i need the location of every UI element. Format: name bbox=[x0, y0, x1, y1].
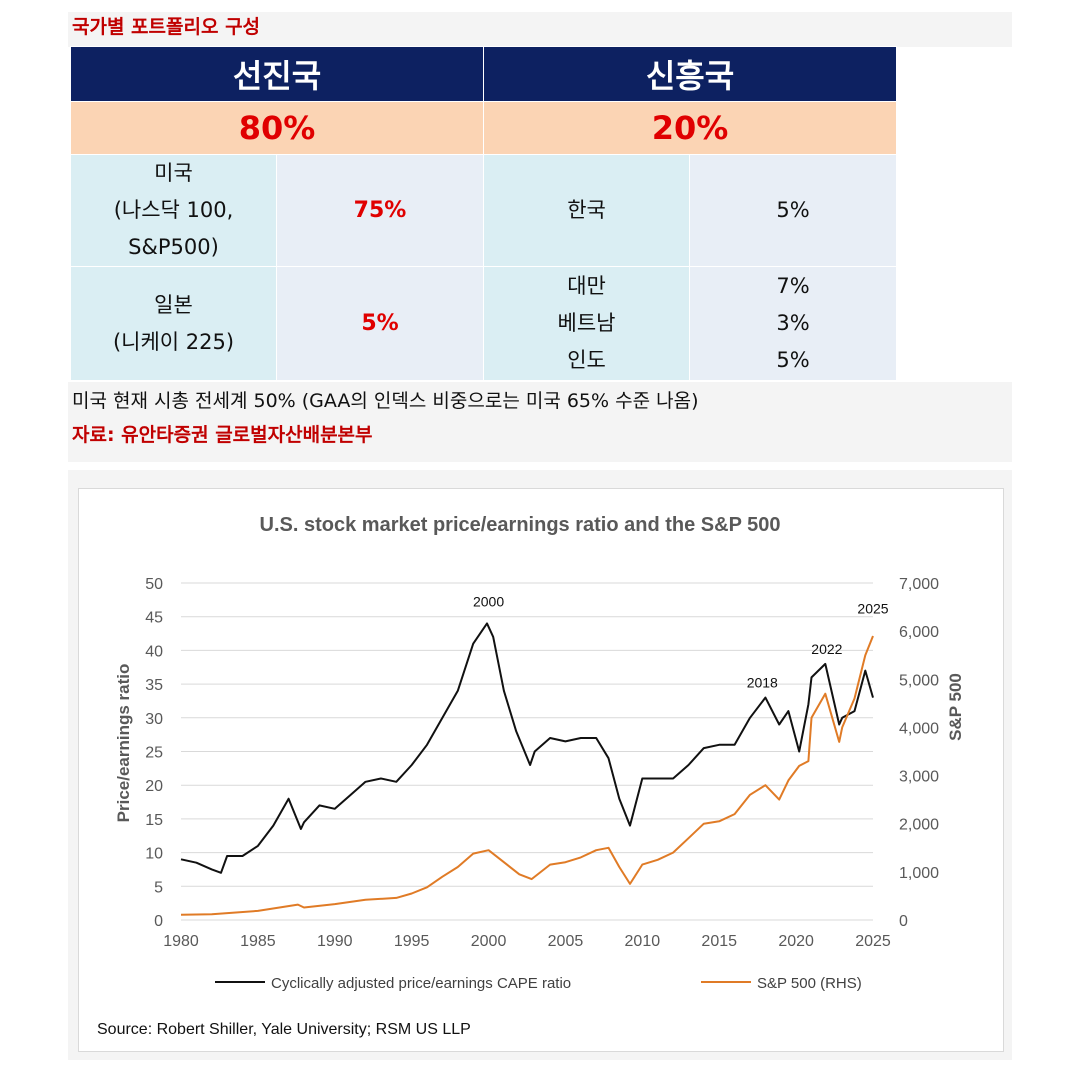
source-kr: 자료: 유안타증권 글로벌자산배분본부 bbox=[72, 424, 373, 446]
title-band bbox=[68, 12, 1012, 47]
page-title: 국가별 포트폴리오 구성 bbox=[72, 16, 261, 38]
y2-tick-label: 1,000 bbox=[899, 865, 939, 882]
korea-label: 한국 bbox=[483, 154, 691, 267]
asia-labels: 대만 베트남 인도 bbox=[483, 266, 691, 381]
y-tick-label: 15 bbox=[145, 812, 163, 829]
y2-tick-label: 0 bbox=[899, 913, 908, 930]
y2-axis-label: S&P 500 bbox=[946, 673, 965, 741]
asia-values: 7% 3% 5% bbox=[689, 266, 898, 381]
y-tick-label: 30 bbox=[145, 711, 163, 728]
market-cap-note: 미국 현재 시총 전세계 50% (GAA의 인덱스 비중으로는 미국 65% … bbox=[72, 390, 699, 412]
x-tick-label: 2020 bbox=[778, 933, 814, 950]
y-tick-label: 0 bbox=[154, 913, 163, 930]
chart-source: Source: Robert Shiller, Yale University;… bbox=[97, 1021, 471, 1038]
legend-cape: Cyclically adjusted price/earnings CAPE … bbox=[271, 975, 571, 992]
annotation-2025: 2025 bbox=[857, 600, 888, 616]
developed-header: 선진국 bbox=[69, 46, 485, 102]
x-tick-label: 1990 bbox=[317, 933, 353, 950]
chart-title: U.S. stock market price/earnings ratio a… bbox=[260, 514, 781, 536]
korea-value: 5% bbox=[689, 154, 898, 267]
y2-tick-label: 2,000 bbox=[899, 817, 939, 834]
y-tick-label: 40 bbox=[145, 643, 163, 660]
note-band bbox=[68, 382, 1012, 462]
y-tick-label: 20 bbox=[145, 778, 163, 795]
x-tick-label: 2015 bbox=[701, 933, 737, 950]
y2-tick-label: 7,000 bbox=[899, 576, 939, 593]
developed-percent: 80% bbox=[69, 101, 485, 155]
y2-tick-label: 3,000 bbox=[899, 769, 939, 786]
y-tick-label: 25 bbox=[145, 745, 163, 762]
y-tick-label: 50 bbox=[145, 576, 163, 593]
emerging-header: 신흥국 bbox=[483, 46, 898, 102]
x-tick-label: 1980 bbox=[163, 933, 199, 950]
y-axis-label: Price/earnings ratio bbox=[114, 664, 133, 823]
y2-tick-label: 5,000 bbox=[899, 672, 939, 689]
x-tick-label: 2010 bbox=[625, 933, 661, 950]
x-tick-label: 2025 bbox=[855, 933, 891, 950]
y2-tick-label: 4,000 bbox=[899, 720, 939, 737]
annotation-2000: 2000 bbox=[473, 594, 504, 610]
sp500-line bbox=[180, 635, 874, 916]
emerging-percent: 20% bbox=[483, 101, 898, 155]
chart-frame: U.S. stock market price/earnings ratio a… bbox=[78, 488, 1004, 1052]
us-label: 미국 (나스닥 100, S&P500) bbox=[70, 154, 277, 267]
annotation-2022: 2022 bbox=[811, 641, 842, 657]
y-tick-label: 5 bbox=[154, 879, 163, 896]
x-tick-label: 1985 bbox=[240, 933, 276, 950]
cape-line bbox=[180, 622, 874, 874]
us-value: 75% bbox=[275, 154, 485, 267]
y-tick-label: 35 bbox=[145, 677, 163, 694]
japan-value: 5% bbox=[275, 266, 485, 381]
y2-tick-label: 6,000 bbox=[899, 624, 939, 641]
pe-chart: U.S. stock market price/earnings ratio a… bbox=[97, 514, 965, 1038]
annotation-2018: 2018 bbox=[747, 674, 778, 690]
japan-label: 일본 (니케이 225) bbox=[70, 266, 277, 381]
legend-sp500: S&P 500 (RHS) bbox=[757, 975, 862, 992]
x-tick-label: 1995 bbox=[394, 933, 430, 950]
x-tick-label: 2005 bbox=[548, 933, 584, 950]
portfolio-table: 선진국 신흥국 80% 20% 미국 (나스닥 100, S&P500) 75% 한… bbox=[69, 46, 898, 381]
y-tick-label: 10 bbox=[145, 846, 163, 863]
y-tick-label: 45 bbox=[145, 610, 163, 627]
x-tick-label: 2000 bbox=[471, 933, 507, 950]
